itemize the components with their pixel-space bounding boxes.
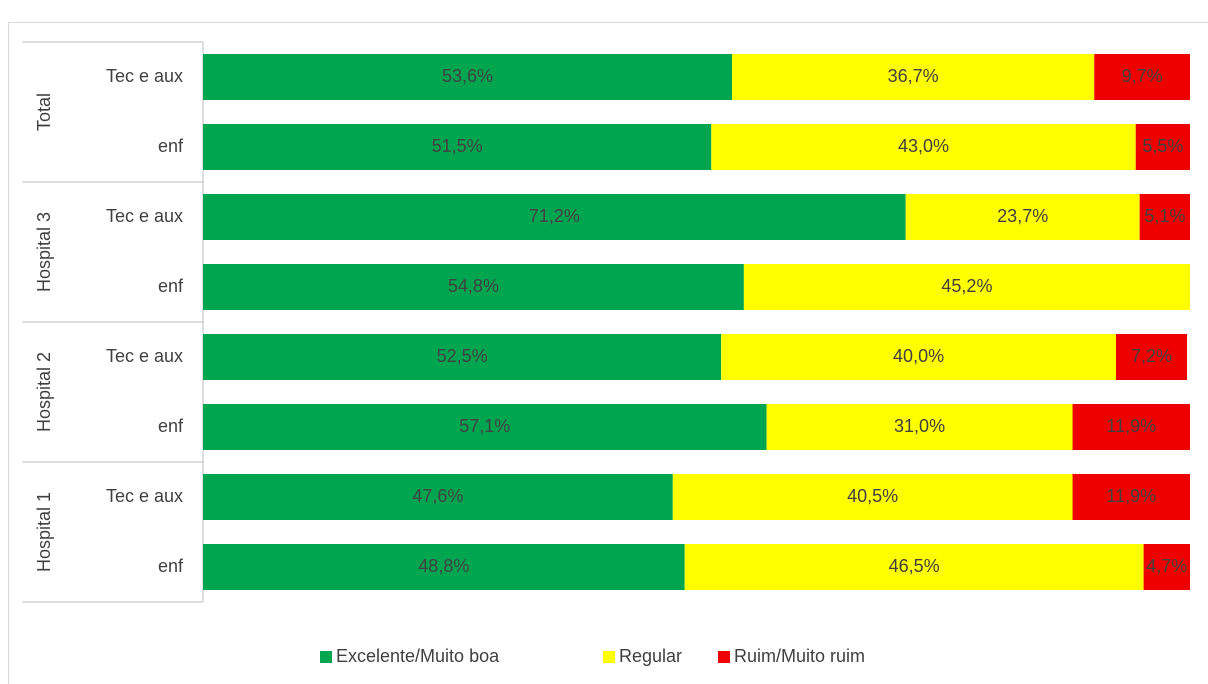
bar-segment — [203, 404, 767, 450]
bar-segment — [203, 264, 744, 310]
value-label: 40,0% — [893, 346, 944, 366]
chart-frame — [8, 22, 1208, 684]
bar-segment — [1072, 474, 1190, 520]
bar-segment — [1115, 334, 1188, 380]
value-label: 5,1% — [1144, 206, 1185, 226]
bar-segment — [905, 194, 1140, 240]
bar-segment — [203, 474, 673, 520]
category-label: enf — [158, 556, 184, 576]
bar-segment — [732, 54, 1095, 100]
value-label: 47,6% — [412, 486, 463, 506]
category-label: Tec e aux — [106, 206, 183, 226]
bar-segment — [672, 474, 1073, 520]
value-label: 54,8% — [448, 276, 499, 296]
bar-segment — [1094, 54, 1190, 100]
category-label: Tec e aux — [106, 486, 183, 506]
category-label: enf — [158, 136, 184, 156]
value-label: 36,7% — [888, 66, 939, 86]
category-label: enf — [158, 416, 184, 436]
bar-segment — [203, 334, 722, 380]
value-label: 5,5% — [1142, 136, 1183, 156]
bar-segment — [743, 264, 1190, 310]
group-label: Total — [34, 93, 54, 131]
value-label: 7,2% — [1131, 346, 1172, 366]
legend-label: Excelente/Muito boa — [336, 646, 500, 666]
bar-segment — [203, 194, 906, 240]
category-label: enf — [158, 276, 184, 296]
bar-segment — [1139, 194, 1190, 240]
value-label: 45,2% — [941, 276, 992, 296]
value-label: 53,6% — [442, 66, 493, 86]
value-label: 11,9% — [1106, 486, 1156, 506]
bar-segment — [203, 54, 733, 100]
legend-label: Ruim/Muito ruim — [734, 646, 865, 666]
value-label: 57,1% — [459, 416, 510, 436]
bar-segment — [684, 544, 1144, 590]
value-label: 23,7% — [997, 206, 1048, 226]
legend-swatch — [320, 651, 332, 663]
value-label: 4,7% — [1146, 556, 1187, 576]
value-label: 11,9% — [1106, 416, 1156, 436]
bar-segment — [1072, 404, 1190, 450]
bar-segment — [1143, 544, 1190, 590]
legend-swatch — [718, 651, 730, 663]
value-label: 51,5% — [432, 136, 483, 156]
category-label: Tec e aux — [106, 66, 183, 86]
category-label: Tec e aux — [106, 346, 183, 366]
group-label: Hospital 2 — [34, 352, 54, 432]
bar-segment — [766, 404, 1073, 450]
value-label: 43,0% — [898, 136, 949, 156]
bar-segment — [203, 544, 685, 590]
bar-segment — [203, 124, 712, 170]
bar-segment — [711, 124, 1136, 170]
value-label: 48,8% — [418, 556, 469, 576]
value-label: 31,0% — [894, 416, 945, 436]
group-label: Hospital 1 — [34, 492, 54, 572]
bar-segment — [1135, 124, 1190, 170]
value-label: 40,5% — [847, 486, 898, 506]
value-label: 46,5% — [889, 556, 940, 576]
value-label: 52,5% — [437, 346, 488, 366]
value-label: 71,2% — [529, 206, 580, 226]
legend-swatch — [603, 651, 615, 663]
bar-segment — [721, 334, 1116, 380]
legend-label: Regular — [619, 646, 682, 666]
value-label: 9,7% — [1122, 66, 1163, 86]
group-label: Hospital 3 — [34, 212, 54, 292]
